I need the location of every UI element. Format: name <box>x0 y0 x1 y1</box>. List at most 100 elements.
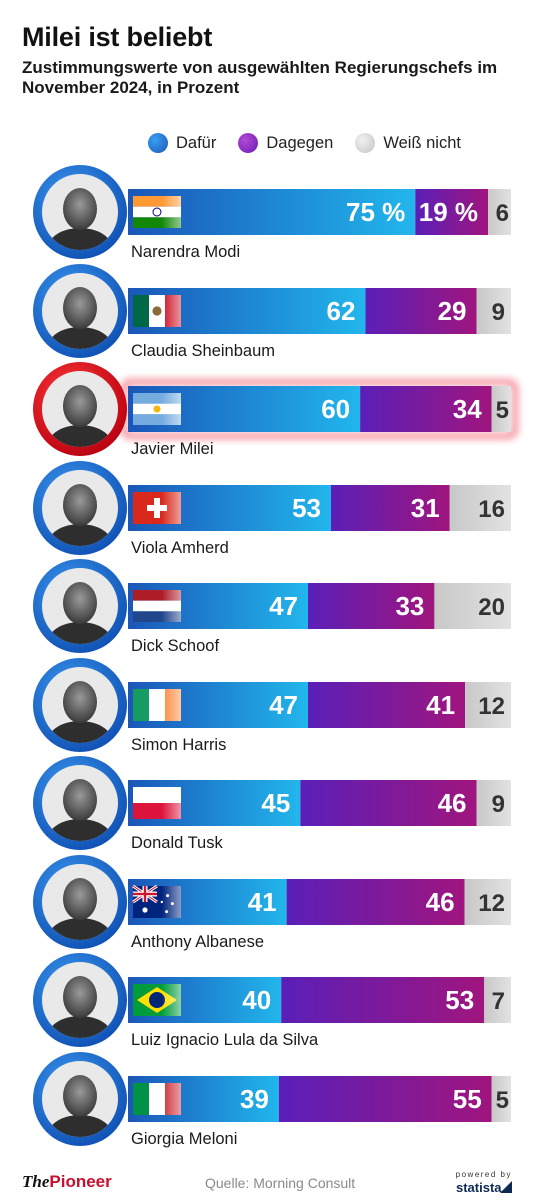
bar-against <box>360 386 492 432</box>
bar-against <box>286 879 465 925</box>
flag-brazil <box>133 984 181 1016</box>
value-label-against: 29 <box>438 296 467 326</box>
portrait-icon <box>48 878 112 940</box>
value-label-unknown: 16 <box>478 496 505 523</box>
logo-pioneer: Pioneer <box>49 1172 112 1191</box>
value-label-for: 45 <box>261 788 290 818</box>
chart-row: 53 31 16 Viola Amherd <box>33 461 511 557</box>
leader-name: Giorgia Meloni <box>131 1130 237 1148</box>
flag-poland <box>133 787 181 819</box>
leader-name: Dick Schoof <box>131 637 219 655</box>
bar-against <box>415 189 489 235</box>
value-label-against: 33 <box>395 591 424 621</box>
chart-row: 75 % 19 % 6 Narendra Modi <box>33 165 511 261</box>
legend-label-unknown: Weiß nicht <box>383 133 461 152</box>
chart-row: 60 34 5 Javier Milei <box>33 362 518 458</box>
avatar <box>33 461 127 555</box>
value-label-unknown: 7 <box>492 988 505 1015</box>
flag-mexico <box>133 295 181 327</box>
legend-dot-for <box>148 133 168 153</box>
flag-india <box>133 196 181 228</box>
value-label-for: 40 <box>242 985 271 1015</box>
bar-against <box>308 583 435 629</box>
portrait-icon <box>48 976 112 1038</box>
bar-unknown <box>476 288 511 334</box>
leader-name: Anthony Albanese <box>131 933 264 951</box>
leader-name: Donald Tusk <box>131 834 223 852</box>
flag-ireland <box>133 689 181 721</box>
source-note: Quelle: Morning Consult <box>205 1175 356 1191</box>
value-label-against: 31 <box>411 493 440 523</box>
bar-unknown <box>491 386 511 432</box>
portrait-icon <box>48 188 112 250</box>
bar-unknown <box>449 485 511 531</box>
legend-item-for: Dafür <box>148 133 216 153</box>
bar-against <box>330 485 450 531</box>
legend-dot-against <box>238 133 259 153</box>
flag-italy <box>133 1083 181 1115</box>
value-label-unknown: 12 <box>478 890 505 917</box>
chart-row: 47 41 12 Simon Harris <box>33 658 511 754</box>
chart-title: Milei ist beliebt <box>22 22 213 52</box>
flag-australia <box>132 884 181 918</box>
value-label-against: 41 <box>426 690 455 720</box>
legend-item-against: Dagegen <box>238 133 333 153</box>
value-label-for: 47 <box>269 690 298 720</box>
value-label-against: 34 <box>453 394 482 424</box>
portrait-icon <box>48 385 112 447</box>
avatar <box>33 1052 127 1146</box>
powered-by: powered by <box>455 1170 512 1179</box>
value-label-for: 39 <box>240 1084 269 1114</box>
chart-row: 40 53 7 Luiz Ignacio Lula da Silva <box>33 953 511 1049</box>
portrait-icon <box>48 287 112 349</box>
value-label-unknown: 6 <box>496 200 509 227</box>
portrait-icon <box>48 681 112 743</box>
portrait-icon <box>48 1075 112 1137</box>
bar-against <box>308 682 466 728</box>
value-label-unknown: 5 <box>496 397 509 424</box>
flag-netherlands <box>133 590 181 622</box>
portrait-icon <box>48 484 112 546</box>
avatar <box>33 658 127 752</box>
value-label-unknown: 9 <box>492 299 505 326</box>
leader-name: Narendra Modi <box>131 243 240 261</box>
leader-name: Claudia Sheinbaum <box>131 342 275 360</box>
the-pioneer-logo: ThePioneer <box>22 1172 112 1192</box>
legend-label-against: Dagegen <box>266 133 334 152</box>
value-label-against: 46 <box>438 788 467 818</box>
leader-name: Luiz Ignacio Lula da Silva <box>131 1031 319 1049</box>
chart-row: 47 33 20 Dick Schoof <box>33 559 511 655</box>
legend-label-for: Dafür <box>176 133 217 152</box>
bar-against <box>281 977 485 1023</box>
bar-against <box>278 1076 492 1122</box>
avatar <box>33 953 127 1047</box>
value-label-unknown: 9 <box>492 791 505 818</box>
portrait-icon <box>48 779 112 841</box>
portrait-icon <box>48 582 112 644</box>
value-label-for: 62 <box>327 296 356 326</box>
bar-against <box>300 780 477 826</box>
chart-row: 45 46 9 Donald Tusk <box>33 756 511 852</box>
value-label-against: 46 <box>426 887 455 917</box>
leader-name: Simon Harris <box>131 736 226 754</box>
avatar <box>33 264 127 358</box>
bar-against <box>365 288 477 334</box>
bar-unknown <box>476 780 511 826</box>
statista-logo: statista <box>456 1180 502 1195</box>
value-label-for: 41 <box>248 887 277 917</box>
value-label-against: 53 <box>445 985 474 1015</box>
legend-item-unknown: Weiß nicht <box>355 133 461 153</box>
value-label-for: 60 <box>321 394 350 424</box>
bar-unknown <box>465 682 511 728</box>
value-label-unknown: 12 <box>478 693 505 720</box>
bar-unknown <box>464 879 511 925</box>
value-label-for: 53 <box>292 493 321 523</box>
legend-dot-unknown <box>355 133 376 153</box>
value-label-for: 47 <box>269 591 298 621</box>
flag-argentina <box>133 393 181 425</box>
chart-row: 41 46 12 Anthony Albanese <box>33 855 511 951</box>
avatar <box>33 756 127 850</box>
value-label-against: 55 <box>453 1084 482 1114</box>
bar-unknown <box>488 189 511 235</box>
